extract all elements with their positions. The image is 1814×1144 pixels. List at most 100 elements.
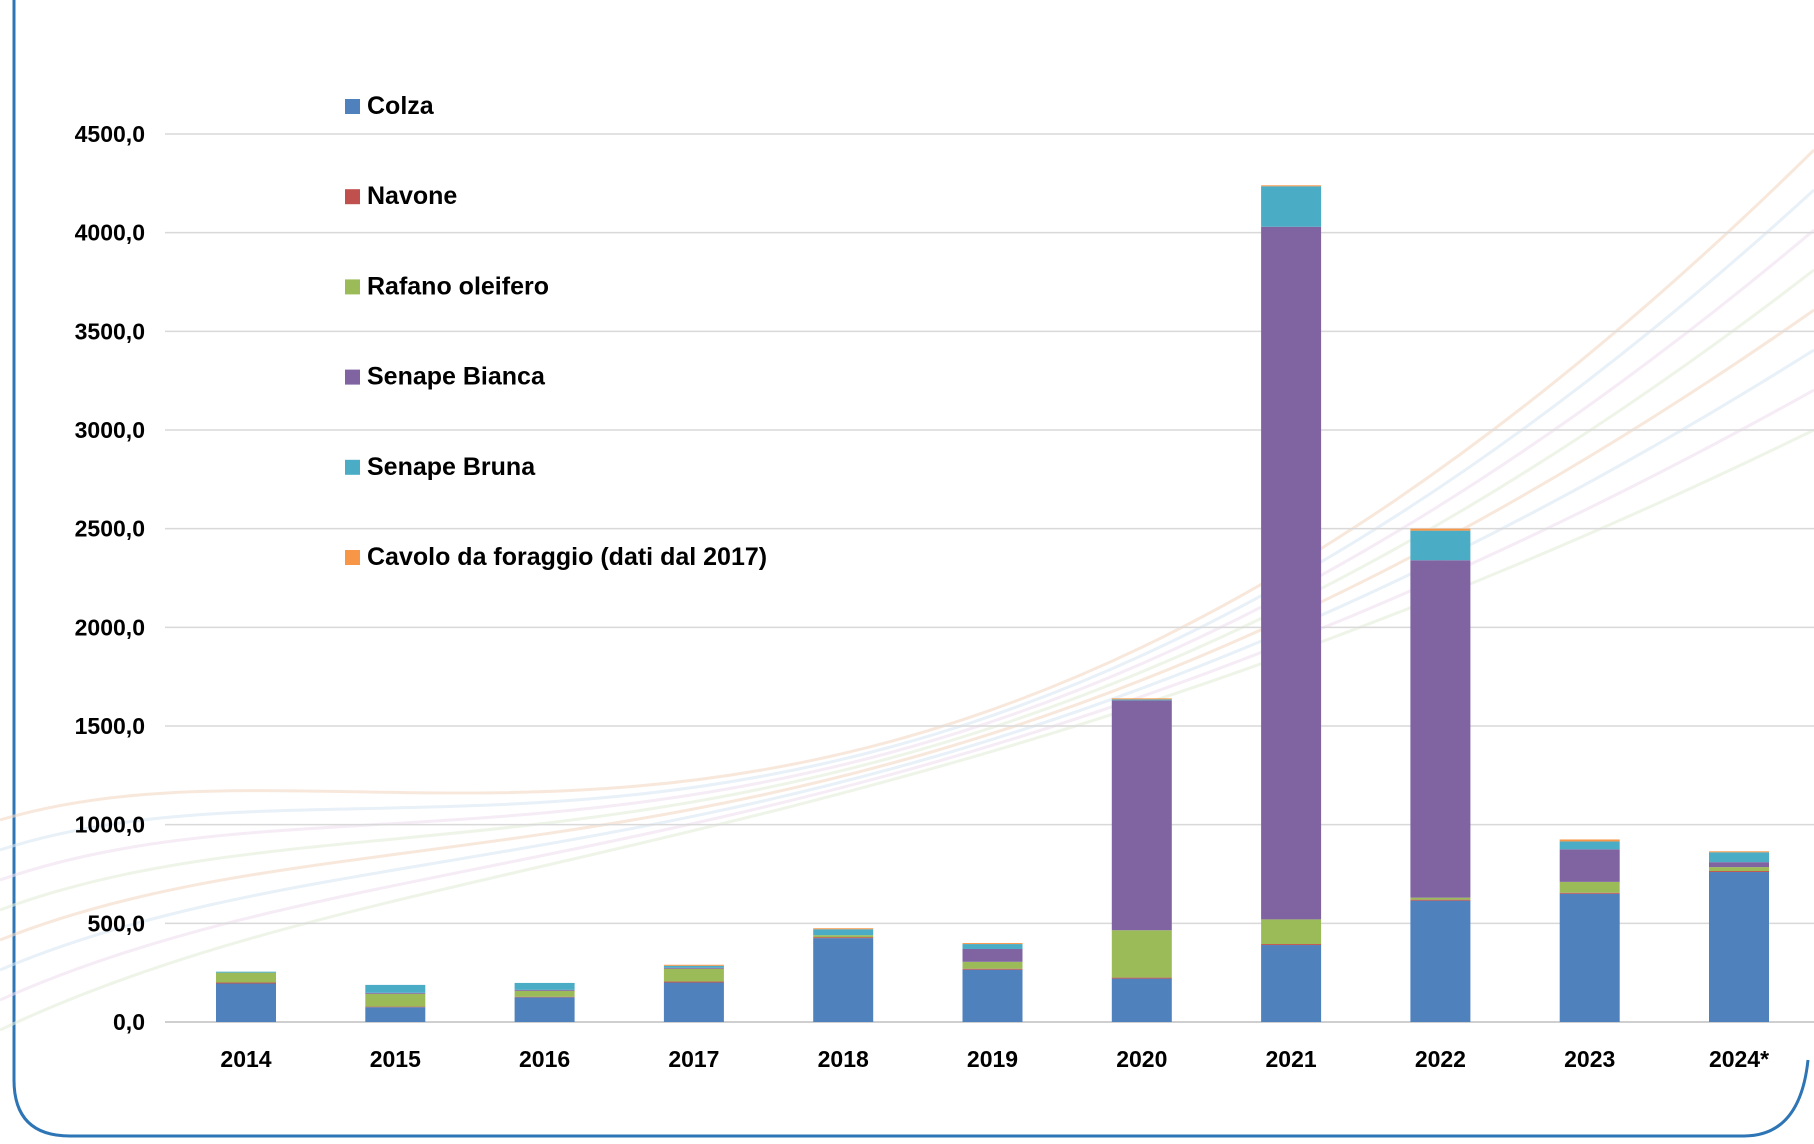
legend-swatch — [345, 279, 360, 295]
bar-segment — [813, 929, 874, 936]
legend-label: Colza — [367, 92, 435, 120]
legend-swatch — [345, 99, 360, 114]
legend-label: Senape Bianca — [367, 363, 546, 391]
bar-stack-2023 — [1559, 839, 1620, 1022]
x-tick-label: 2021 — [1266, 1046, 1317, 1072]
bar-segment — [1261, 185, 1322, 187]
y-tick-label: 0,0 — [113, 1009, 145, 1035]
bar-segment — [1559, 881, 1620, 893]
bar-stack-2014 — [216, 971, 276, 1022]
bar-stack-2016 — [514, 982, 575, 1022]
bar-stack-2019 — [962, 943, 1023, 1022]
bar-segment — [962, 948, 1023, 962]
bar-segment — [514, 990, 575, 997]
y-tick-label: 2000,0 — [75, 614, 145, 640]
legend-swatch — [345, 459, 360, 475]
y-tick-label: 2500,0 — [75, 516, 145, 542]
bar-segment — [1709, 852, 1769, 863]
bar-segment — [365, 1007, 426, 1022]
bar-segment — [1709, 871, 1769, 873]
bar-segment — [962, 944, 1023, 949]
bar-segment — [1111, 699, 1172, 701]
bar-segment — [1111, 978, 1172, 1022]
bar-segment — [365, 1006, 426, 1008]
bar-segment — [962, 968, 1023, 970]
bar-segment — [813, 935, 874, 938]
bar-segment — [1559, 839, 1620, 842]
bar-segment — [1111, 698, 1172, 700]
bar-stack-2020 — [1111, 698, 1172, 1022]
y-tick-label: 4000,0 — [75, 220, 145, 246]
bar-segment — [1261, 186, 1322, 227]
bar-segment — [1410, 560, 1471, 898]
legend-label: Rafano oleifero — [367, 272, 549, 300]
bar-stack-2015 — [365, 984, 426, 1022]
bar-stack-2018 — [813, 928, 874, 1022]
legend-swatch — [345, 189, 360, 205]
bar-segment — [663, 965, 724, 968]
x-tick-label: 2019 — [967, 1046, 1018, 1072]
decorative-swirl — [0, 188, 1814, 852]
legend-label: Navone — [367, 182, 457, 210]
decorative-swirl — [0, 428, 1814, 1032]
bar-segment — [663, 968, 724, 982]
x-tick-label: 2024* — [1709, 1046, 1769, 1072]
bar-segment — [365, 992, 426, 994]
bar-segment — [1709, 867, 1769, 872]
bar-segment — [216, 982, 276, 984]
decorative-swirl — [0, 148, 1814, 822]
legend-item: Senape Bianca — [345, 363, 546, 391]
x-tick-label: 2015 — [370, 1046, 421, 1072]
bar-segment — [1261, 226, 1322, 920]
decorative-swirl — [0, 268, 1814, 912]
x-tick-label: 2023 — [1564, 1046, 1615, 1072]
bar-segment — [663, 982, 724, 1022]
bar-segment — [1111, 977, 1172, 979]
decorative-swirl — [0, 348, 1814, 972]
bar-stacks — [216, 185, 1769, 1022]
bar-stack-2024 — [1709, 851, 1769, 1022]
bar-segment — [216, 972, 276, 983]
bar-segment — [813, 928, 874, 930]
y-tick-label: 3500,0 — [75, 318, 145, 344]
legend-swatch — [345, 550, 360, 565]
decorative-swirl — [0, 228, 1814, 882]
y-axis-tick-labels: 0,0 500,0 1000,0 1500,0 2000,0 2500,0 3000,0 35… — [75, 121, 145, 1035]
bar-stack-2021 — [1261, 185, 1322, 1022]
x-tick-label: 2017 — [668, 1046, 719, 1072]
bar-segment — [216, 971, 276, 973]
frame-border — [12, 0, 1810, 1138]
bar-segment — [514, 997, 575, 1022]
legend-item: Navone — [345, 182, 457, 210]
bar-segment — [813, 938, 874, 1022]
bar-segment — [365, 993, 426, 1007]
legend-label: Cavolo da foraggio (dati dal 2017) — [367, 543, 767, 571]
x-axis-tick-labels: 2014 2015 2016 2017 2018 2019 2020 2021 2022 2023… — [220, 1046, 1769, 1072]
bar-segment — [1410, 528, 1471, 531]
bar-segment — [813, 937, 874, 939]
legend: Colza Navone Rafano oleifero Senape Bianca S… — [345, 92, 767, 571]
bar-stack-2017 — [663, 964, 724, 1022]
legend-item: Colza — [345, 92, 435, 120]
bar-segment — [1559, 892, 1620, 894]
bar-segment — [1261, 944, 1322, 946]
bar-segment — [216, 983, 276, 1022]
bar-segment — [663, 981, 724, 983]
legend-item: Rafano oleifero — [345, 272, 549, 300]
bar-segment — [1410, 900, 1471, 1022]
decorative-swirl — [0, 388, 1814, 1002]
x-tick-label: 2020 — [1116, 1046, 1167, 1072]
bar-segment — [1261, 945, 1322, 1022]
y-tick-label: 4500,0 — [75, 121, 145, 147]
bar-segment — [1410, 897, 1471, 900]
bar-stack-2022 — [1410, 528, 1471, 1022]
bar-segment — [1261, 919, 1322, 945]
bar-segment — [962, 961, 1023, 969]
decorative-swirl — [0, 308, 1814, 942]
bar-segment — [1410, 530, 1471, 561]
bar-segment — [663, 967, 724, 969]
x-tick-label: 2018 — [818, 1046, 869, 1072]
bar-segment — [365, 984, 426, 993]
